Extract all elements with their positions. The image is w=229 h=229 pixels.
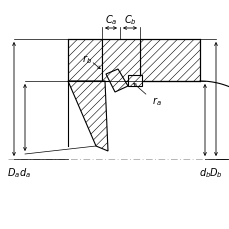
Polygon shape [68,40,101,82]
Text: $D_a$: $D_a$ [7,165,21,179]
Text: $d_a$: $d_a$ [19,165,31,179]
Polygon shape [68,82,108,151]
Polygon shape [106,70,128,93]
Polygon shape [101,40,139,82]
Text: $d_b$: $d_b$ [198,165,210,179]
Polygon shape [139,40,199,82]
Text: $r_b$: $r_b$ [82,53,92,66]
Text: $r_a$: $r_a$ [151,95,161,108]
Text: $C_b$: $C_b$ [123,13,136,27]
Polygon shape [128,76,141,87]
Text: $D_b$: $D_b$ [208,165,222,179]
Text: $C_a$: $C_a$ [104,13,117,27]
